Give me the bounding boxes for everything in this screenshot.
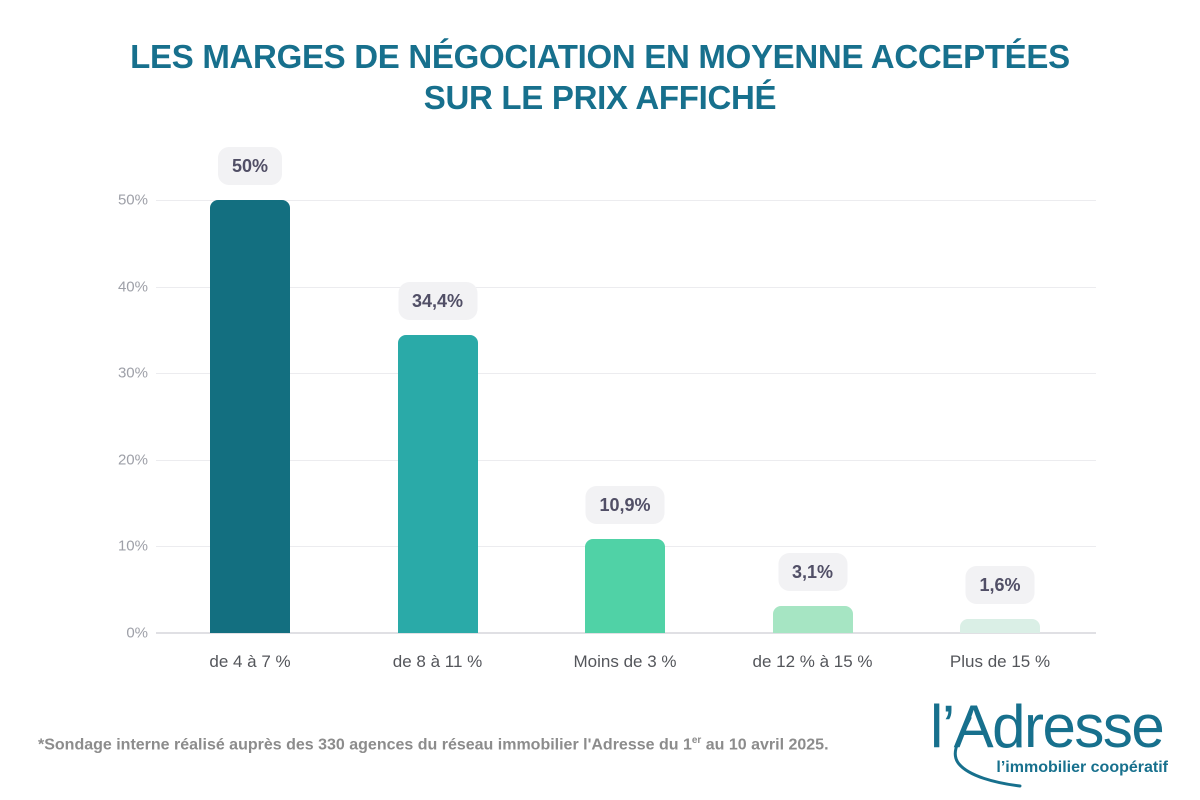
x-axis-category-label: de 8 à 11 % bbox=[392, 652, 483, 671]
x-axis-category-label: de 12 % à 15 % bbox=[752, 652, 873, 671]
x-axis-category-label: de 4 à 7 % bbox=[209, 652, 291, 671]
value-badge: 50% bbox=[217, 147, 283, 185]
bar-5 bbox=[960, 619, 1040, 633]
gridline-40 bbox=[156, 286, 1096, 288]
logo-swoosh bbox=[953, 716, 1022, 788]
y-axis-tick-label: 40% bbox=[117, 278, 148, 296]
y-axis-tick-label: 50% bbox=[117, 191, 148, 209]
value-badge: 34,4% bbox=[397, 282, 478, 321]
bar-4 bbox=[772, 606, 853, 633]
logo-tagline: l’immobilier coopératif bbox=[996, 759, 1168, 776]
bar-1 bbox=[210, 200, 290, 633]
footnote: *Sondage interne réalisé auprès des 330 … bbox=[38, 735, 829, 754]
x-axis-category-label: Plus de 15 % bbox=[949, 652, 1051, 671]
footnote-suffix: au 10 avril 2025. bbox=[701, 736, 829, 754]
gridline-20 bbox=[156, 459, 1096, 461]
y-axis-tick-label: 0% bbox=[126, 624, 148, 642]
gridline-0 bbox=[156, 632, 1096, 634]
page-title-line1: LES MARGES DE NÉGOCIATION EN MOYENNE ACC… bbox=[130, 38, 1070, 75]
bar-2 bbox=[397, 335, 478, 633]
gridline-50 bbox=[156, 200, 1096, 201]
value-badge: 3,1% bbox=[777, 553, 848, 592]
gridline-30 bbox=[156, 373, 1096, 375]
y-axis-tick-label: 10% bbox=[117, 537, 148, 555]
footnote-superscript: er bbox=[691, 735, 702, 746]
value-badge: 1,6% bbox=[965, 566, 1035, 605]
y-axis-tick-label: 30% bbox=[117, 364, 148, 382]
logo-wordmark: l’Adresse bbox=[930, 693, 1163, 760]
footnote-text: *Sondage interne réalisé auprès des 330 … bbox=[38, 736, 692, 754]
page-title-line2: SUR LE PRIX AFFICHÉ bbox=[423, 79, 777, 116]
y-axis-tick-label: 20% bbox=[117, 451, 148, 469]
brand-logo-graphic: l’Adresse l’immobilier coopératif bbox=[930, 693, 1169, 788]
bar-3 bbox=[585, 538, 665, 633]
brand-logo: l’Adresse l’immobilier coopératif bbox=[925, 690, 1175, 795]
x-axis-category-label: Moins de 3 % bbox=[573, 652, 677, 671]
page-title: LES MARGES DE NÉGOCIATION EN MOYENNE ACC… bbox=[0, 36, 1200, 118]
value-badge: 10,9% bbox=[585, 485, 665, 524]
